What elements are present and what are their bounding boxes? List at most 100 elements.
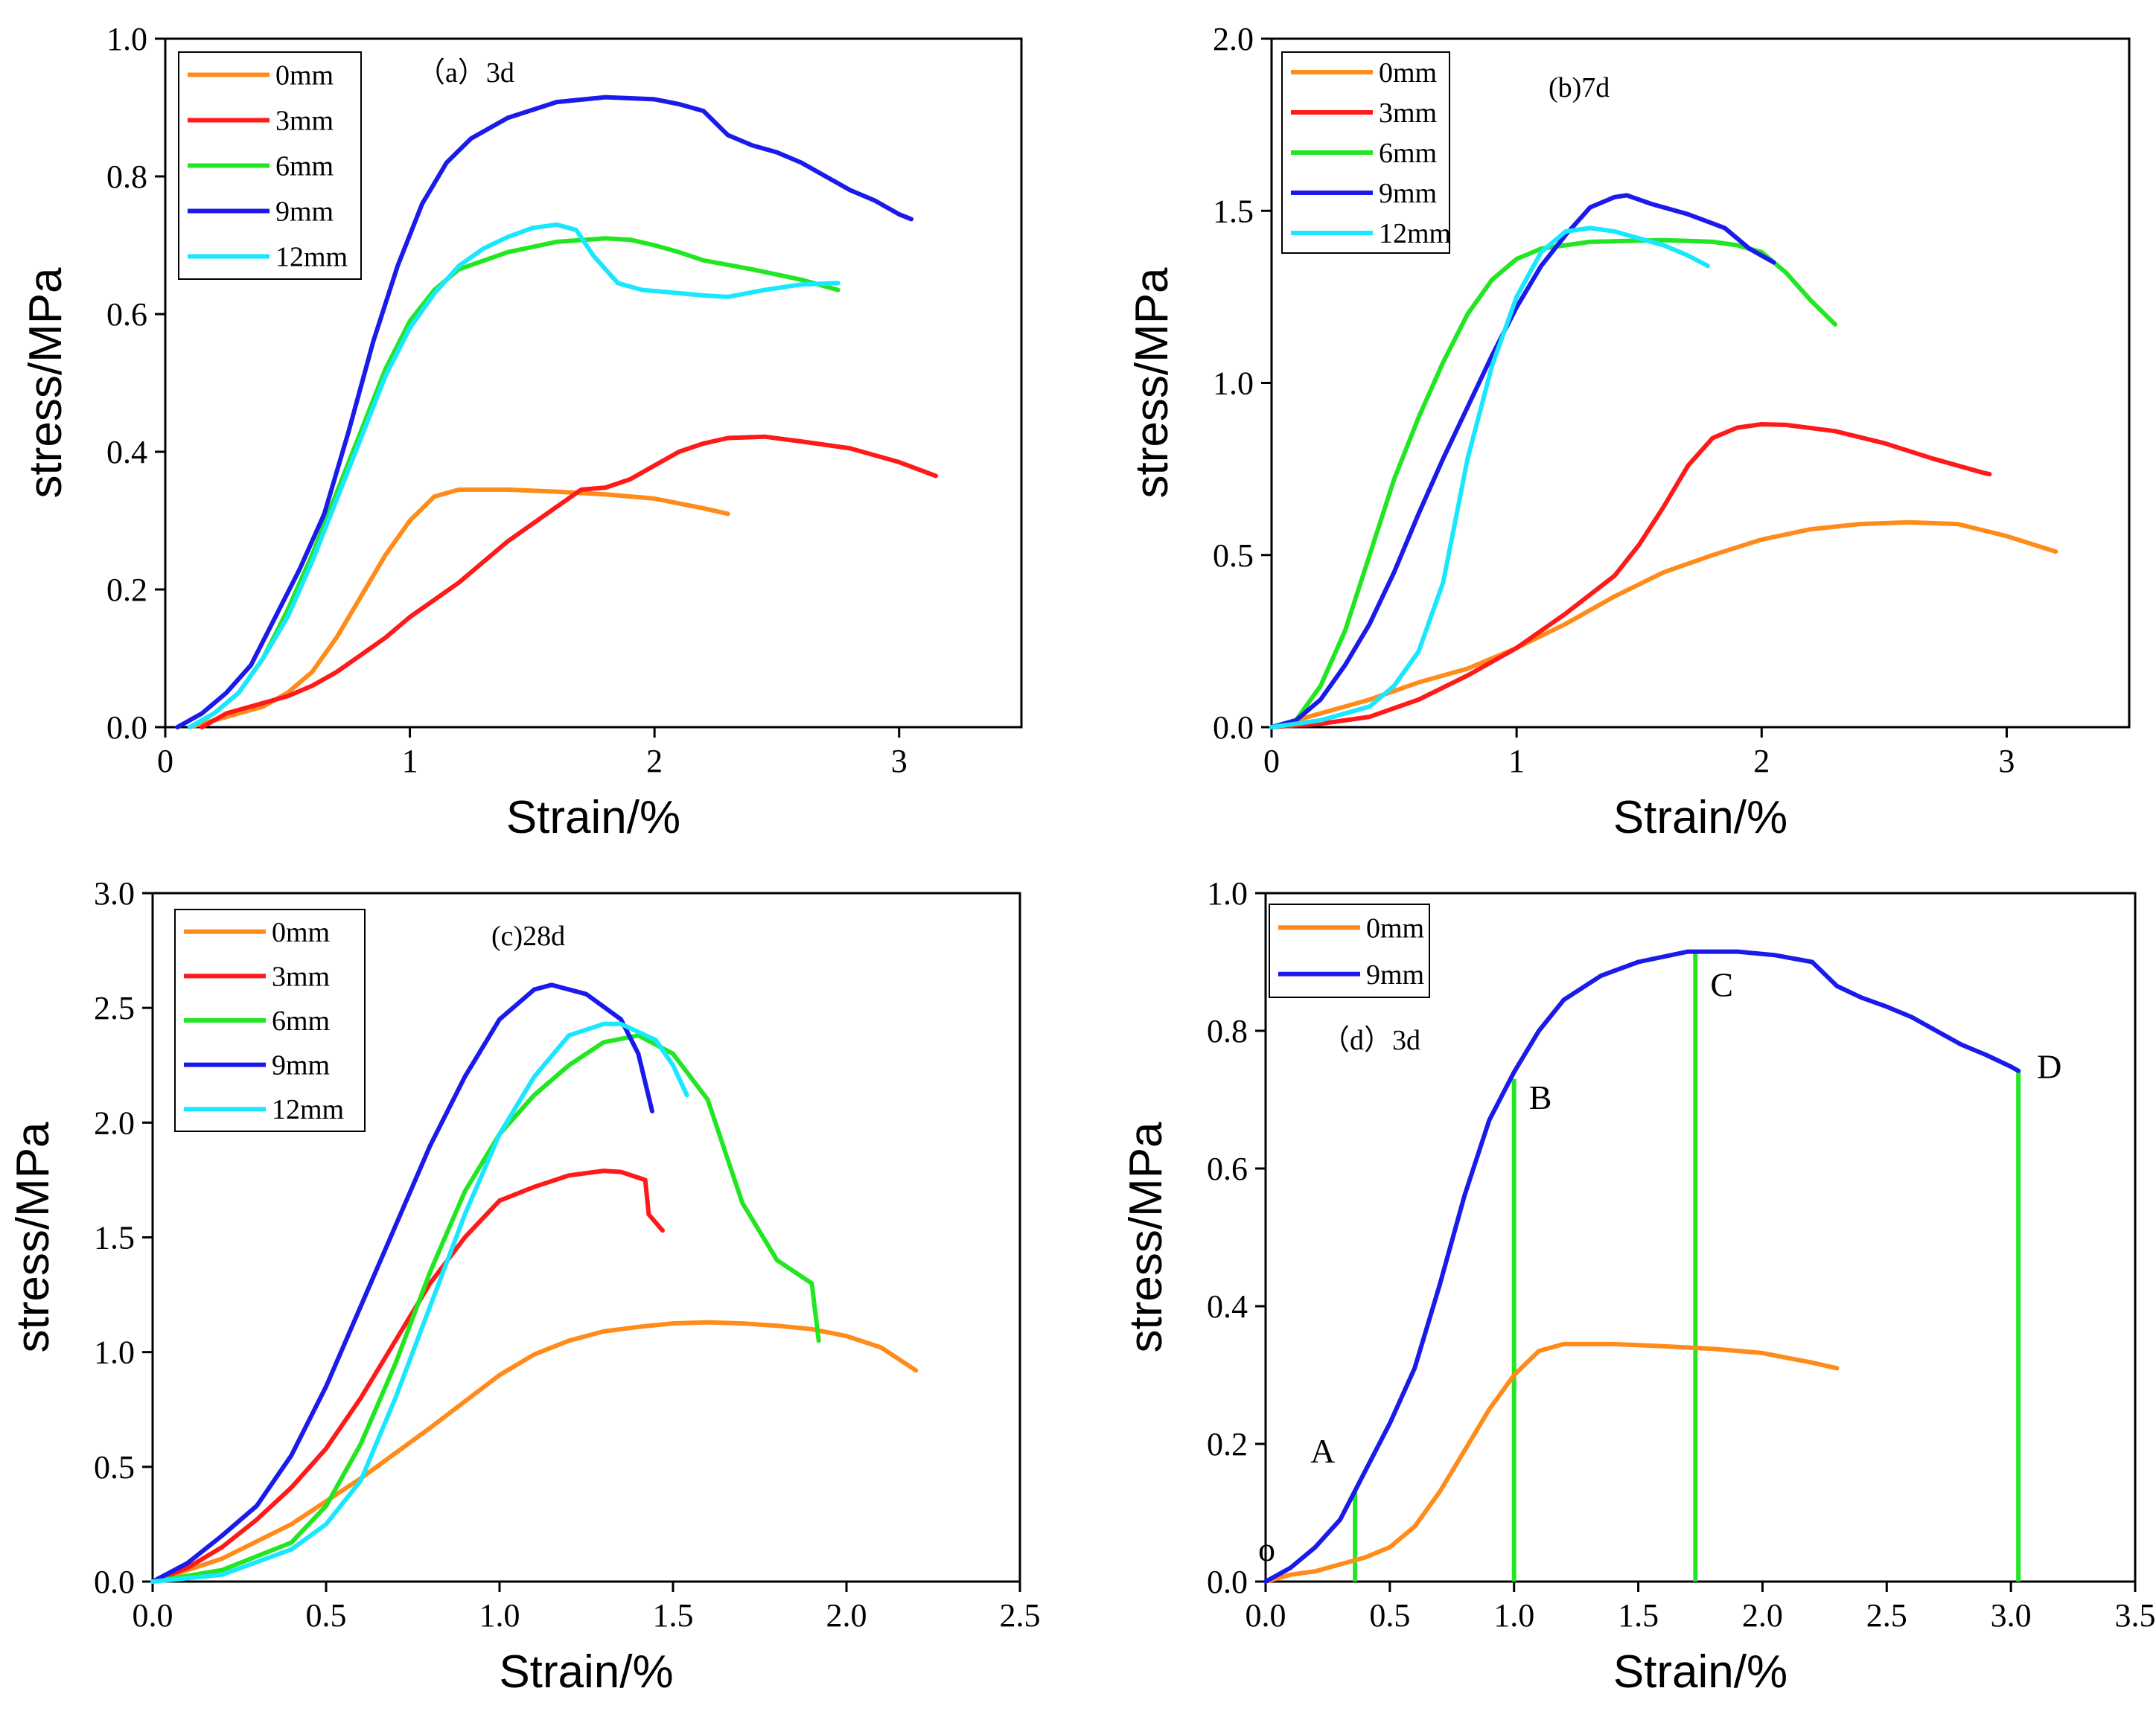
y-tick-label: 0.2 xyxy=(1207,1426,1248,1463)
chart-panel-d: 0.0 0.5 1.0 1.5 2.0 2.5 3.0 3.5 0.0 0.2 0.4 0.6 0.8 1… xyxy=(1120,875,2156,1698)
series-line-0mm xyxy=(1263,1341,1840,1584)
series-line-0mm xyxy=(150,1320,919,1584)
x-axis-title: Strain/% xyxy=(1613,792,1787,843)
x-tick-label: 1.5 xyxy=(1618,1597,1659,1634)
series-line-6mm xyxy=(150,1033,821,1584)
x-tick-label: 0.0 xyxy=(133,1597,173,1634)
legend: 0mm 3mm 6mm 9mm 12mm xyxy=(1281,51,1451,254)
legend: 0mm 3mm 6mm 9mm 12mm xyxy=(174,909,366,1132)
legend-label-9mm: 9mm xyxy=(272,1050,330,1081)
y-tick-label: 0.8 xyxy=(1207,1013,1248,1049)
panel-title: （a）3d xyxy=(417,57,514,89)
series-line-6mm xyxy=(1269,237,1837,729)
x-tick-label: 0.5 xyxy=(306,1597,347,1634)
y-tick-label: 0.8 xyxy=(106,159,147,195)
series-line-9mm xyxy=(175,95,914,729)
plot-frame xyxy=(1264,892,2137,1583)
y-axis-title: stress/MPa xyxy=(7,1122,59,1353)
legend-label-3mm: 3mm xyxy=(272,961,330,992)
y-tick-label: 1.0 xyxy=(1207,875,1248,912)
x-tick-label: 1.5 xyxy=(653,1597,694,1634)
legend-box xyxy=(1269,904,1430,998)
y-tick-label: 0.4 xyxy=(106,434,147,470)
x-tick-label: 1.0 xyxy=(479,1597,520,1634)
legend-label-12mm: 12mm xyxy=(272,1094,344,1125)
y-tick-label: 3.0 xyxy=(94,875,135,912)
legend-label-6mm: 6mm xyxy=(1379,138,1437,169)
guide-label-D: D xyxy=(2037,1048,2061,1086)
x-tick-label: 3.0 xyxy=(1991,1597,2032,1634)
guide-label-C: C xyxy=(1710,966,1733,1004)
series-line-3mm xyxy=(1269,422,1992,729)
plot-frame xyxy=(164,37,1023,729)
y-tick-label: 0.0 xyxy=(106,709,147,746)
series-line-6mm xyxy=(187,236,841,729)
series-line-12mm xyxy=(187,222,841,729)
panel-title: （d）3d xyxy=(1321,1025,1420,1056)
chart-panel-a: 0 1 2 3 0.0 0.2 0.4 0.6 0.8 1.0 Strain/% stress/MPa… xyxy=(20,21,1023,843)
legend-label-3mm: 3mm xyxy=(1379,98,1437,129)
y-tick-label: 1.0 xyxy=(106,21,147,57)
y-tick-label: 1.5 xyxy=(1213,193,1254,229)
series-line-0mm xyxy=(1269,520,2058,729)
legend-label-12mm: 12mm xyxy=(1379,218,1451,249)
x-tick-label: 0.5 xyxy=(1369,1597,1410,1634)
chart-panel-c: 0.0 0.5 1.0 1.5 2.0 2.5 0.0 0.5 1.0 1.5 2.0 2.5 3.0 S… xyxy=(7,875,1041,1698)
y-tick-label: 0.6 xyxy=(106,296,147,333)
series-line-3mm xyxy=(200,434,938,729)
series-line-9mm xyxy=(150,982,654,1584)
y-tick-label: 0.2 xyxy=(106,572,147,608)
guide-label-A: A xyxy=(1310,1432,1335,1470)
y-tick-label: 0.4 xyxy=(1207,1288,1248,1325)
y-tick-label: 1.0 xyxy=(94,1334,135,1371)
legend-label-0mm: 0mm xyxy=(272,917,330,948)
y-axis-title: stress/MPa xyxy=(1120,1122,1172,1353)
y-tick-label: 0.6 xyxy=(1207,1151,1248,1187)
series-line-0mm xyxy=(187,487,730,729)
x-tick-label: 1 xyxy=(1508,743,1525,779)
y-tick-label: 0.5 xyxy=(94,1449,135,1486)
series-line-9mm xyxy=(1263,949,2021,1584)
guide-label-B: B xyxy=(1529,1078,1552,1116)
y-tick-label: 0.5 xyxy=(1213,537,1254,574)
legend-label-0mm: 0mm xyxy=(275,60,334,92)
y-tick-label: 2.5 xyxy=(94,990,135,1026)
x-axis-title: Strain/% xyxy=(1613,1646,1787,1698)
x-tick-label: 2.0 xyxy=(826,1597,867,1634)
y-tick-label: 2.0 xyxy=(94,1105,135,1141)
y-tick-label: 0.0 xyxy=(1213,709,1254,746)
series-line-9mm xyxy=(1269,193,1776,729)
x-tick-label: 2.5 xyxy=(1000,1597,1041,1634)
x-tick-label: 0.0 xyxy=(1246,1597,1286,1634)
panel-title: (c)28d xyxy=(491,921,565,952)
x-tick-label: 1 xyxy=(402,743,418,779)
legend-label-12mm: 12mm xyxy=(275,242,348,273)
legend-label-9mm: 9mm xyxy=(1366,959,1424,991)
x-tick-label: 0 xyxy=(1263,743,1280,779)
y-tick-label: 0.0 xyxy=(1207,1564,1248,1600)
y-tick-label: 1.0 xyxy=(1213,365,1254,402)
chart-panel-b: 0 1 2 3 0.0 0.5 1.0 1.5 2.0 Strain/% stress/MPa 0mm… xyxy=(1126,21,2131,843)
x-tick-label: 3.5 xyxy=(2115,1597,2156,1634)
series-line-3mm xyxy=(150,1169,665,1584)
y-axis-title: stress/MPa xyxy=(20,267,71,499)
legend-label-9mm: 9mm xyxy=(275,196,334,228)
x-tick-label: 2 xyxy=(1753,743,1770,779)
series-line-12mm xyxy=(1269,226,1710,729)
panel-title: (b)7d xyxy=(1549,72,1610,103)
x-tick-label: 2 xyxy=(646,743,663,779)
y-axis-title: stress/MPa xyxy=(1126,267,1178,499)
x-tick-label: 2.5 xyxy=(1866,1597,1907,1634)
legend-label-6mm: 6mm xyxy=(275,151,334,182)
legend: 0mm 3mm 6mm 9mm 12mm xyxy=(178,51,362,280)
x-tick-label: 0 xyxy=(157,743,173,779)
y-tick-label: 2.0 xyxy=(1213,21,1254,57)
legend-label-0mm: 0mm xyxy=(1366,912,1424,944)
legend-label-9mm: 9mm xyxy=(1379,178,1437,209)
legend-label-3mm: 3mm xyxy=(275,106,334,137)
y-tick-label: 1.5 xyxy=(94,1220,135,1256)
x-tick-label: 2.0 xyxy=(1742,1597,1783,1634)
x-tick-label: 3 xyxy=(1998,743,2015,779)
